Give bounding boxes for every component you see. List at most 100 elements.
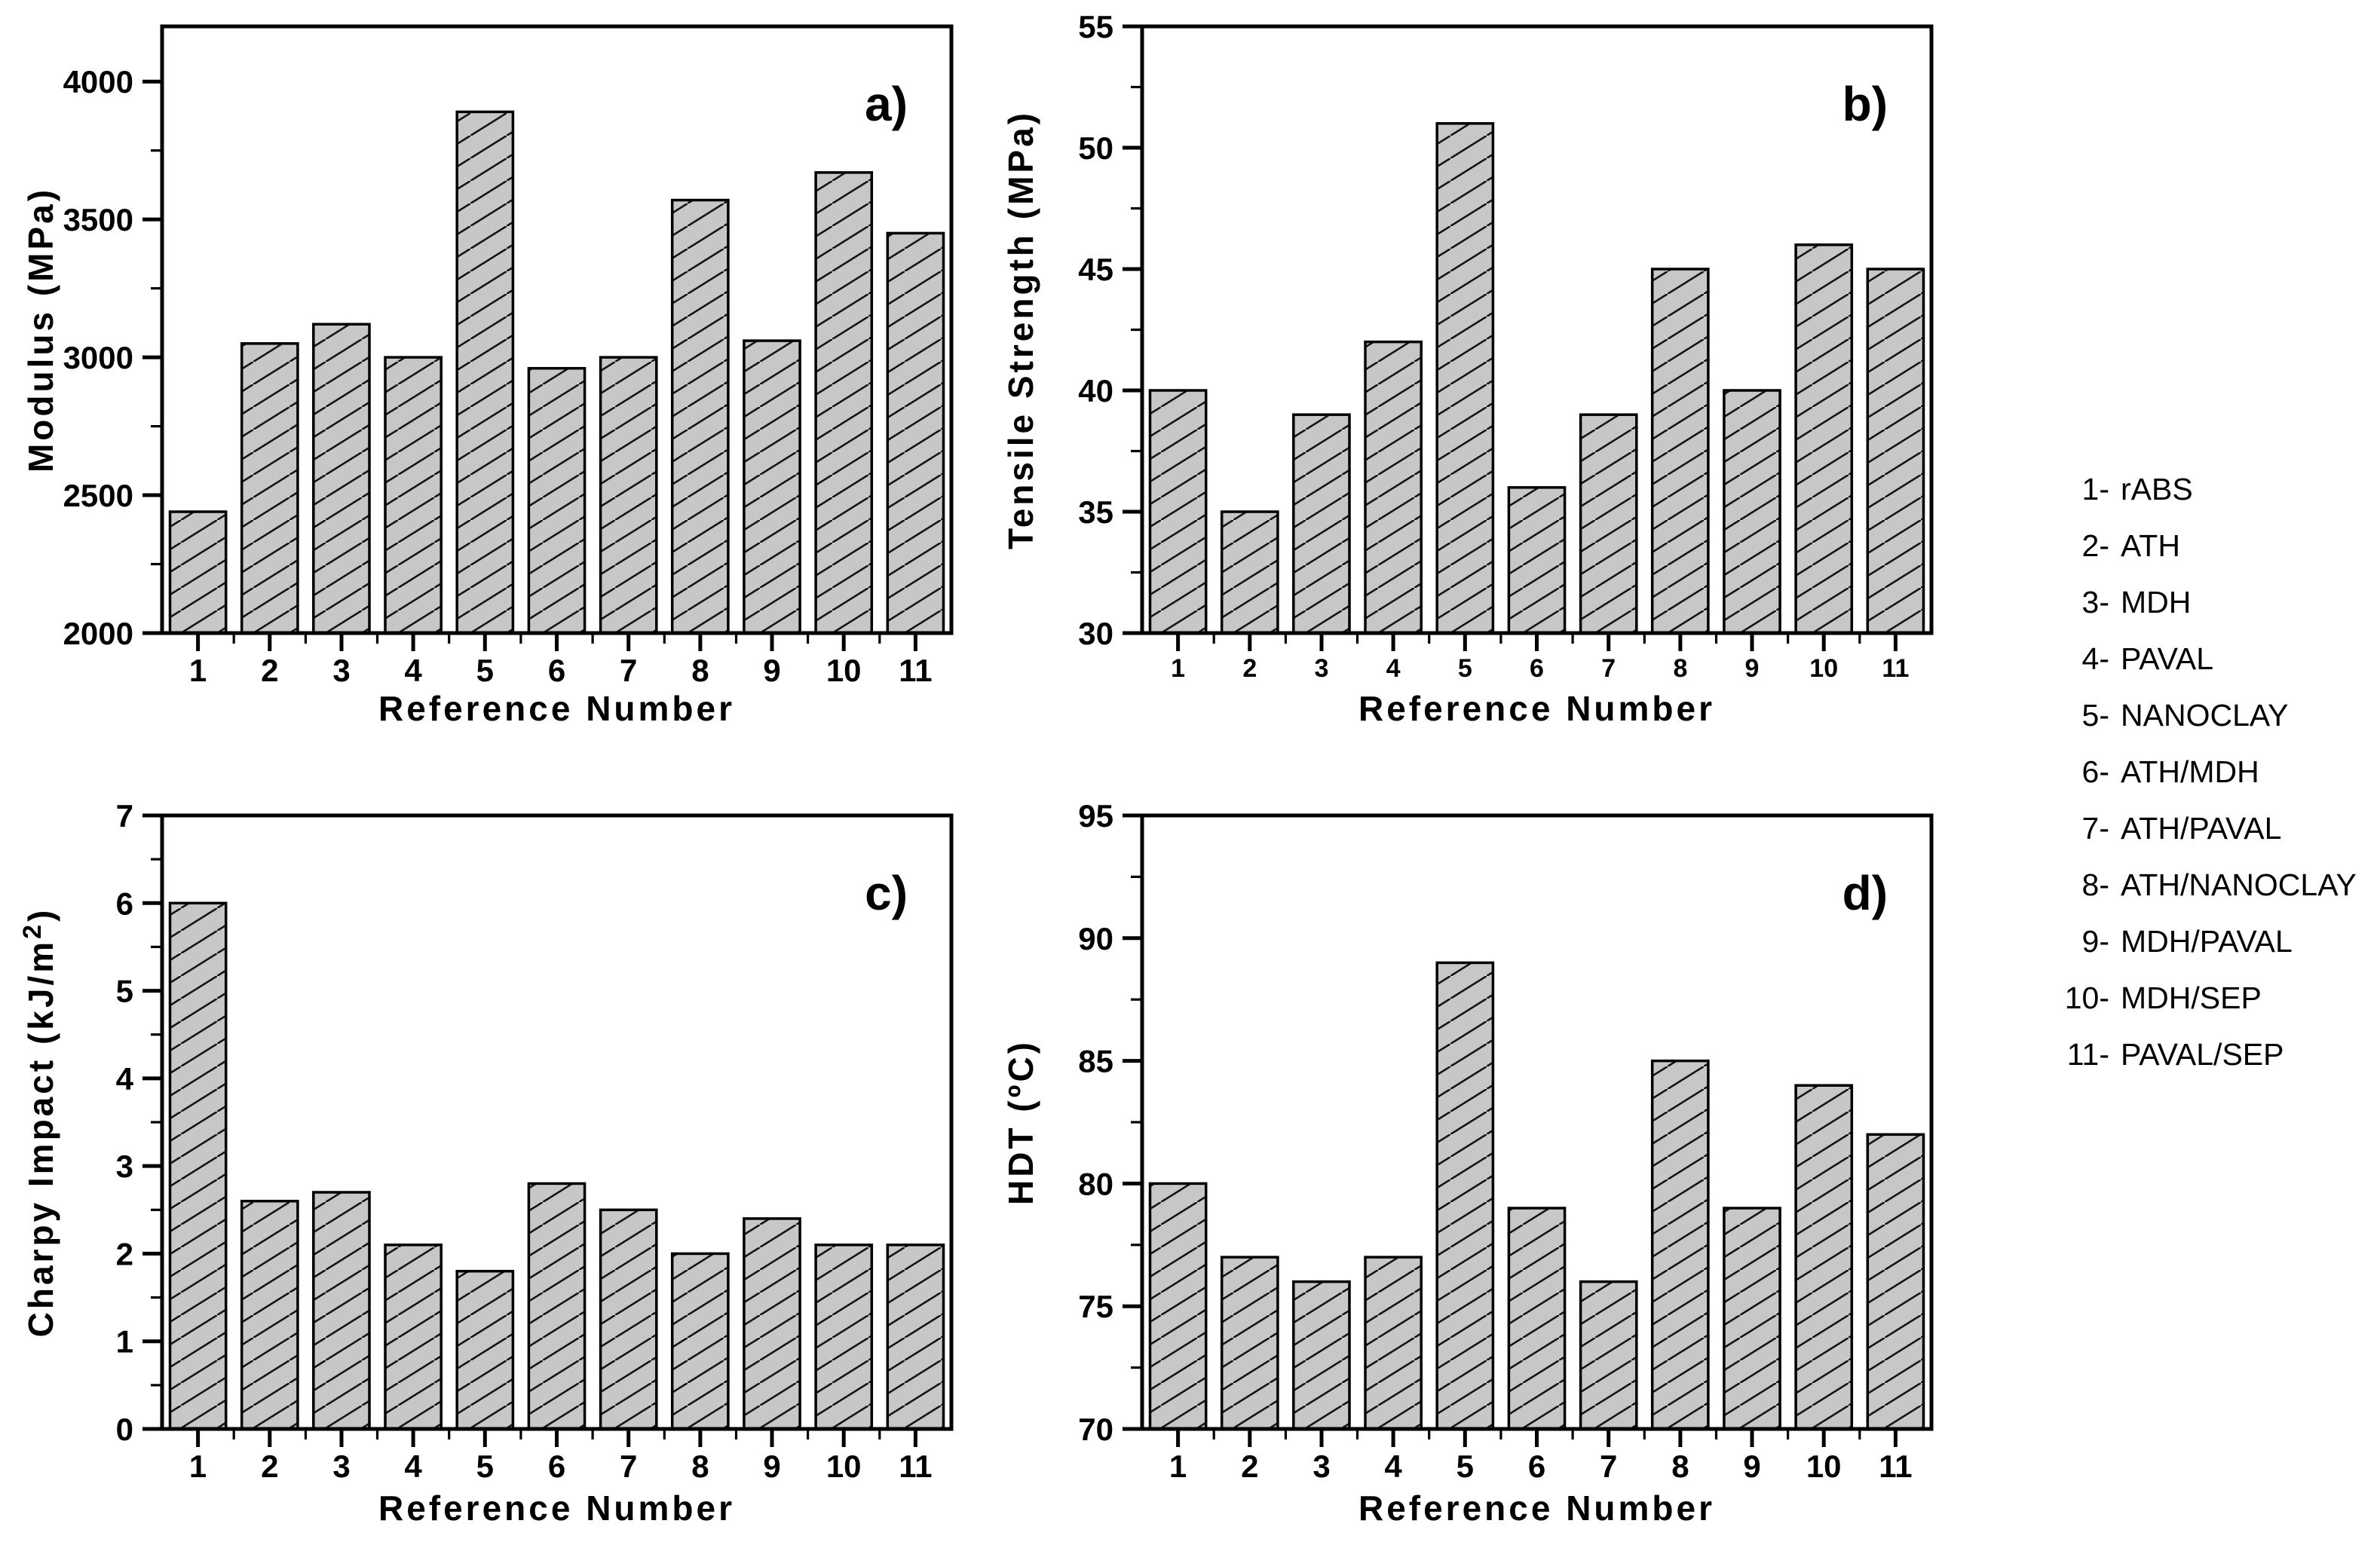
bar-ref-2 bbox=[240, 1199, 299, 1430]
x-axis-tick-labels: 1 2 3 4 5 6 7 8 9 10 11 bbox=[189, 1449, 933, 1484]
legend-item-label: ATH/NANOCLAY bbox=[2121, 867, 2357, 902]
legend-item-number: 3- bbox=[2081, 585, 2109, 620]
svg-text:3: 3 bbox=[1315, 654, 1329, 683]
bar-ref-2 bbox=[1220, 1256, 1279, 1430]
panel-label: a) bbox=[865, 77, 908, 131]
svg-text:30: 30 bbox=[1078, 616, 1113, 651]
legend-item-9: 9- MDH/PAVAL bbox=[2029, 913, 2357, 970]
svg-text:2: 2 bbox=[1241, 1449, 1258, 1484]
svg-text:3: 3 bbox=[1313, 1449, 1330, 1484]
svg-text:85: 85 bbox=[1078, 1044, 1113, 1079]
x-axis-tick-labels: 1 2 3 4 5 6 7 8 9 10 11 bbox=[189, 653, 933, 688]
legend-item-number: 4- bbox=[2081, 641, 2109, 676]
svg-text:75: 75 bbox=[1078, 1289, 1113, 1324]
y-axis-title: Charpy Impact (kJ/m2) bbox=[18, 907, 60, 1338]
x-axis-title: Reference Number bbox=[378, 1488, 735, 1528]
svg-text:2500: 2500 bbox=[63, 478, 133, 513]
x-axis-ticks bbox=[1176, 1429, 1898, 1447]
legend-item-label: rABS bbox=[2121, 472, 2193, 506]
bars bbox=[1148, 961, 1925, 1430]
svg-text:40: 40 bbox=[1078, 373, 1113, 408]
x-axis-ticks bbox=[1176, 633, 1898, 651]
svg-text:35: 35 bbox=[1078, 494, 1113, 530]
svg-text:8: 8 bbox=[1673, 654, 1687, 683]
svg-text:4: 4 bbox=[1386, 654, 1401, 683]
svg-text:10: 10 bbox=[1809, 654, 1838, 683]
svg-text:2000: 2000 bbox=[63, 616, 133, 651]
bar-ref-2 bbox=[1220, 510, 1279, 635]
legend-item-label: MDH/SEP bbox=[2121, 981, 2262, 1015]
chart-svg-a: 2000 2500 3000 3500 4000 1 2 3 4 5 6 7 8 9 10 11 Referen… bbox=[21, 24, 954, 728]
bar-ref-10 bbox=[1794, 1084, 1854, 1430]
bar-ref-3 bbox=[1292, 1280, 1351, 1430]
svg-text:3500: 3500 bbox=[63, 202, 133, 237]
legend-item-label: PAVAL bbox=[2121, 641, 2214, 676]
bar-ref-1 bbox=[168, 510, 228, 635]
svg-text:11: 11 bbox=[899, 1449, 932, 1484]
y-axis-tick-labels: 2000 2500 3000 3500 4000 bbox=[63, 64, 133, 651]
svg-text:1: 1 bbox=[189, 1449, 207, 1484]
svg-text:95: 95 bbox=[1078, 798, 1113, 834]
svg-text:6: 6 bbox=[548, 653, 565, 688]
svg-text:4: 4 bbox=[116, 1061, 134, 1097]
svg-text:3: 3 bbox=[332, 1449, 350, 1484]
svg-text:45: 45 bbox=[1078, 252, 1113, 287]
svg-text:6: 6 bbox=[1530, 654, 1544, 683]
panel-label: d) bbox=[1842, 866, 1888, 920]
y-axis-title: Tensile Strength (MPa) bbox=[1001, 110, 1040, 549]
bar-ref-1 bbox=[1148, 1182, 1208, 1430]
svg-text:6: 6 bbox=[1528, 1449, 1545, 1484]
bar-ref-4 bbox=[1364, 340, 1423, 635]
legend-item-number: 7- bbox=[2081, 811, 2109, 846]
svg-text:7: 7 bbox=[620, 653, 637, 688]
svg-text:11: 11 bbox=[1879, 1449, 1912, 1484]
legend-item-label: MDH bbox=[2121, 585, 2192, 620]
legend: 1- rABS 2- ATH 3- MDH 4- PAVAL 5- NANOCLAY 6- ATH/M… bbox=[2029, 461, 2357, 1083]
bar-ref-5 bbox=[1435, 961, 1495, 1430]
bar-ref-7 bbox=[1579, 413, 1638, 635]
svg-text:10: 10 bbox=[826, 1449, 862, 1484]
x-axis-title: Reference Number bbox=[1358, 1488, 1715, 1528]
bar-ref-10 bbox=[814, 171, 874, 635]
svg-text:50: 50 bbox=[1078, 130, 1113, 166]
svg-text:7: 7 bbox=[620, 1449, 637, 1484]
svg-text:55: 55 bbox=[1078, 9, 1113, 44]
svg-text:5: 5 bbox=[1456, 1449, 1474, 1484]
bar-ref-5 bbox=[455, 1269, 515, 1430]
legend-item-number: 2- bbox=[2081, 528, 2109, 563]
svg-text:90: 90 bbox=[1078, 921, 1113, 956]
legend-item-number: 1- bbox=[2081, 472, 2109, 506]
svg-text:1: 1 bbox=[189, 653, 207, 688]
bar-ref-11 bbox=[886, 231, 945, 635]
svg-text:5: 5 bbox=[1458, 654, 1472, 683]
legend-item-5: 5- NANOCLAY bbox=[2029, 687, 2357, 744]
legend-item-4: 4- PAVAL bbox=[2029, 631, 2357, 687]
svg-text:1: 1 bbox=[116, 1324, 133, 1360]
panel-label: c) bbox=[865, 866, 908, 920]
svg-text:6: 6 bbox=[548, 1449, 565, 1484]
svg-text:7: 7 bbox=[1600, 1449, 1617, 1484]
svg-text:8: 8 bbox=[691, 1449, 709, 1484]
svg-text:1: 1 bbox=[1171, 654, 1185, 683]
legend-item-1: 1- rABS bbox=[2029, 461, 2357, 518]
legend-item-label: ATH bbox=[2121, 528, 2180, 563]
legend-item-8: 8- ATH/NANOCLAY bbox=[2029, 857, 2357, 913]
legend-item-label: NANOCLAY bbox=[2121, 698, 2289, 733]
chart-panel-d: 70 75 80 85 90 95 1 2 3 4 5 6 7 8 9 10 11 Reference Numbe… bbox=[980, 772, 1960, 1545]
svg-text:2: 2 bbox=[116, 1236, 133, 1271]
bar-ref-2 bbox=[240, 342, 299, 635]
svg-text:7: 7 bbox=[1601, 654, 1616, 683]
chart-svg-c: 0 1 2 3 4 5 6 7 1 2 3 4 5 6 7 8 9 10 11 Reference Number Cha… bbox=[18, 798, 954, 1528]
bar-ref-1 bbox=[168, 901, 228, 1430]
legend-item-6: 6- ATH/MDH bbox=[2029, 744, 2357, 800]
legend-item-label: ATH/MDH bbox=[2121, 754, 2259, 789]
bar-ref-3 bbox=[312, 1191, 371, 1430]
bar-ref-7 bbox=[599, 356, 658, 635]
svg-text:70: 70 bbox=[1078, 1412, 1113, 1447]
bar-ref-11 bbox=[1866, 1133, 1925, 1430]
svg-text:80: 80 bbox=[1078, 1166, 1113, 1201]
svg-text:9: 9 bbox=[1745, 654, 1760, 683]
svg-text:9: 9 bbox=[1743, 1449, 1760, 1484]
svg-text:3: 3 bbox=[116, 1149, 133, 1184]
bar-ref-10 bbox=[814, 1244, 874, 1430]
